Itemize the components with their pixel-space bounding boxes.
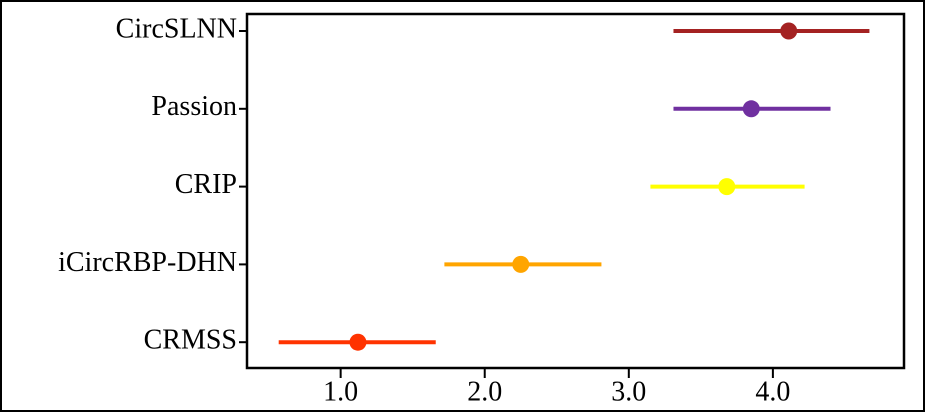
x-tick-label: 4.0 [755,376,790,407]
y-tick-label: CRMSS [144,325,237,356]
y-tick-label: Passion [151,91,237,122]
x-tick-label: 1.0 [323,376,358,407]
dot [512,255,530,273]
plot-frame [245,12,906,370]
dot [742,100,760,118]
x-tick-label: 2.0 [467,376,502,407]
dot [718,178,736,196]
y-tick-label: iCircRBP-DHN [58,247,237,278]
dot [349,333,367,351]
x-tick-label: 3.0 [611,376,646,407]
dot [780,22,798,40]
y-tick-label: CRIP [175,169,237,200]
y-tick-label: CircSLNN [116,13,237,44]
